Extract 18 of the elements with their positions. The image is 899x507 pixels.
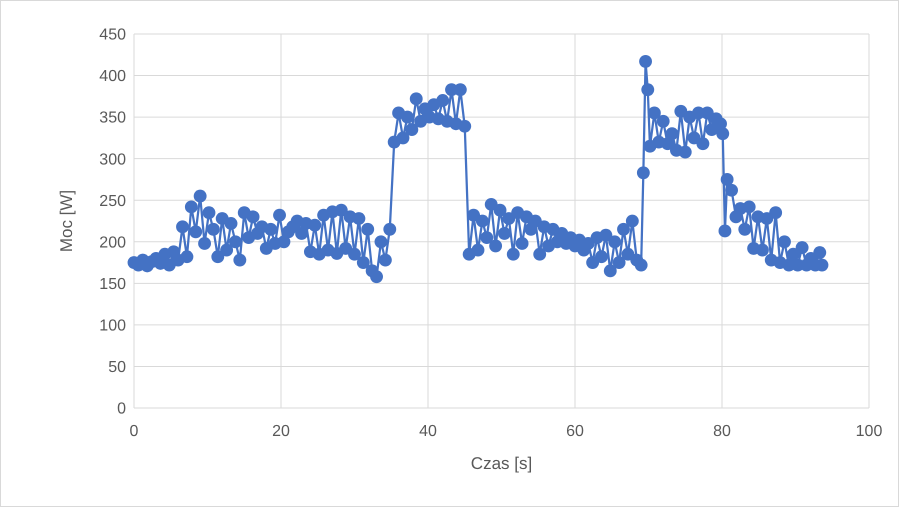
y-tick-label: 50: [108, 359, 126, 376]
y-tick-label: 150: [99, 276, 126, 293]
y-tick-label: 100: [99, 317, 126, 334]
x-tick-label: 0: [130, 423, 139, 440]
x-tick-label: 20: [272, 423, 290, 440]
x-tick-label: 40: [419, 423, 437, 440]
x-axis-title: Czas [s]: [470, 454, 532, 473]
y-tick-label: 0: [117, 400, 126, 418]
y-axis-title: Moc [W]: [57, 190, 76, 252]
y-tick-label: 350: [99, 110, 126, 127]
y-tick-label: 200: [99, 234, 126, 252]
x-tick-label: 100: [856, 423, 882, 440]
y-tick-label: 300: [99, 151, 126, 168]
y-tick-label: 250: [99, 192, 126, 210]
x-tick-label: 80: [713, 423, 731, 440]
y-tick-label: 450: [99, 26, 126, 44]
x-tick-label: 60: [566, 423, 584, 440]
y-tick-label: 400: [99, 68, 126, 86]
